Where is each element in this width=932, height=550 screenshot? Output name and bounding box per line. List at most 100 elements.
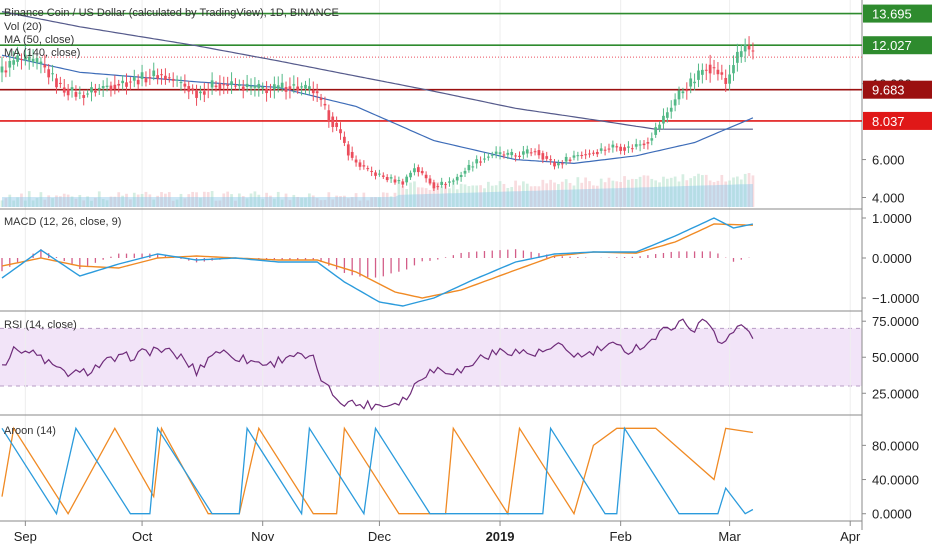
candle-body xyxy=(70,87,74,91)
candle-body xyxy=(8,60,12,68)
candle xyxy=(728,64,731,91)
candle-body xyxy=(164,75,167,80)
candle xyxy=(490,151,494,159)
candle-body xyxy=(214,85,218,88)
volume-bar xyxy=(296,196,300,207)
candle xyxy=(455,173,459,185)
volume-bar xyxy=(156,195,159,207)
candle xyxy=(4,61,8,78)
candle-body xyxy=(23,54,27,60)
candle xyxy=(66,84,70,101)
candle-body xyxy=(90,87,93,93)
volume-bar xyxy=(693,176,696,207)
candle xyxy=(245,74,249,93)
candle xyxy=(288,77,292,99)
candle-body xyxy=(27,56,31,61)
volume-bar xyxy=(708,180,712,207)
volume-bar xyxy=(109,196,113,207)
candle xyxy=(183,74,187,94)
candle-body xyxy=(315,91,319,94)
volume-bar xyxy=(751,175,755,207)
candle xyxy=(276,76,280,93)
candle-body xyxy=(475,159,479,164)
candle xyxy=(646,137,650,150)
volume-bar xyxy=(269,195,272,207)
volume-bar xyxy=(525,183,529,207)
volume-bar xyxy=(195,192,198,207)
candle xyxy=(475,155,479,169)
macd-signal-line xyxy=(1,223,753,299)
candle xyxy=(86,89,89,98)
candle-body xyxy=(319,97,323,100)
aroon-up-line xyxy=(1,426,753,516)
volume-bar xyxy=(284,193,288,207)
candle-body xyxy=(603,149,607,151)
candle xyxy=(167,73,171,83)
volume-bar xyxy=(354,193,358,207)
volume-bar xyxy=(479,185,482,207)
candle-body xyxy=(82,95,86,98)
candle-body xyxy=(4,70,8,73)
volume-bar xyxy=(518,185,521,207)
candle-body xyxy=(187,86,191,92)
volume-bar xyxy=(218,200,222,207)
candle xyxy=(638,140,642,152)
candle-body xyxy=(502,154,506,156)
candle xyxy=(673,93,677,112)
price-tag-8.037 xyxy=(863,111,932,130)
volume-bar xyxy=(588,181,591,207)
candle xyxy=(101,80,105,97)
y-tick-label: 0.0000 xyxy=(872,507,912,522)
candle xyxy=(634,138,638,150)
y-tick-label: 40.0000 xyxy=(872,473,919,488)
volume-bar xyxy=(658,182,661,207)
volume-bar xyxy=(241,196,245,207)
candle xyxy=(560,160,564,169)
candle xyxy=(78,86,82,100)
ma50-line xyxy=(1,54,754,165)
volume-bar xyxy=(444,184,447,207)
candle-body xyxy=(129,81,132,83)
candle-body xyxy=(483,158,486,160)
candle xyxy=(292,75,296,94)
candle-body xyxy=(510,152,514,156)
volume-bar xyxy=(261,199,265,207)
candle-body xyxy=(109,85,113,90)
volume-bar xyxy=(323,199,327,207)
candle-body xyxy=(592,152,595,154)
volume-ma-area xyxy=(2,184,753,207)
candle xyxy=(580,151,584,159)
candle-body xyxy=(350,151,354,158)
y-tick-label: 50.0000 xyxy=(872,350,919,365)
candle xyxy=(514,153,517,162)
candle xyxy=(471,161,475,172)
volume-bar xyxy=(199,197,202,207)
candle-body xyxy=(681,91,685,94)
candle-body xyxy=(249,86,253,88)
price-scale: 4.0006.00010.0001.00000.0000−1.000075.00… xyxy=(862,4,932,522)
macd-plot xyxy=(1,217,754,307)
candle-body xyxy=(697,70,700,80)
candle xyxy=(117,79,121,93)
candle-body xyxy=(20,59,23,61)
candle xyxy=(23,44,27,66)
candle-body xyxy=(712,67,716,69)
volume-bar xyxy=(537,186,541,207)
candle-body xyxy=(156,75,159,79)
volume-bar xyxy=(506,187,510,207)
candle-body xyxy=(167,77,171,79)
candle-body xyxy=(97,87,101,90)
candle xyxy=(300,82,303,96)
candle-body xyxy=(222,84,226,86)
volume-bar xyxy=(459,183,463,207)
volume-bar xyxy=(483,188,486,207)
candle-body xyxy=(739,51,743,58)
candle xyxy=(113,75,117,95)
candle xyxy=(374,170,377,180)
candle xyxy=(214,80,218,92)
candle xyxy=(370,166,373,177)
candlesticks xyxy=(0,36,755,191)
volume-bar xyxy=(568,182,572,207)
candle-body xyxy=(564,156,568,162)
